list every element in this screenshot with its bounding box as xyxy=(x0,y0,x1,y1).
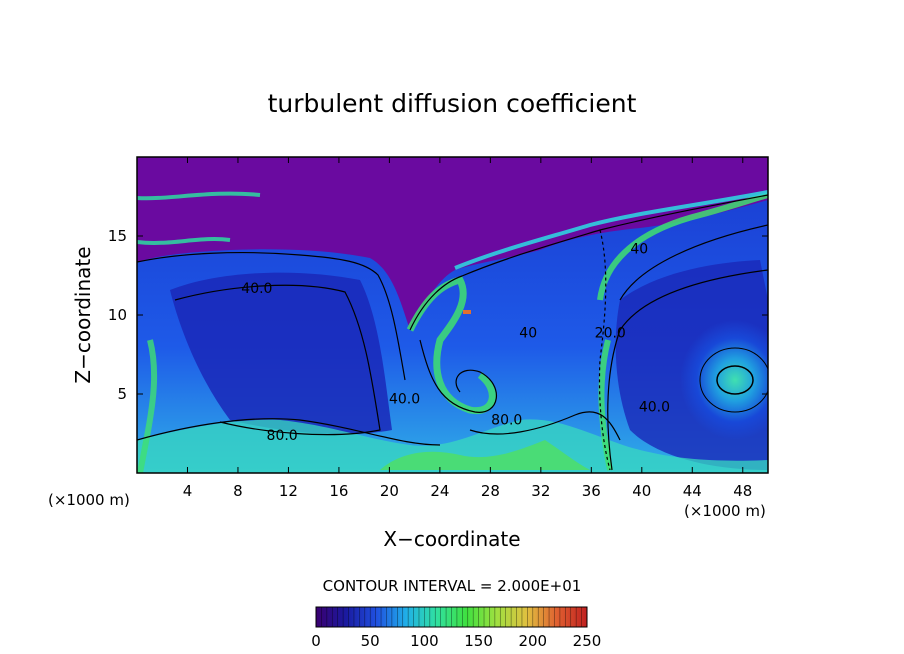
filament-top-right xyxy=(454,190,768,270)
filament-top-left xyxy=(137,191,261,245)
x-tick-label: 20 xyxy=(380,482,399,500)
colorbar-tick-label: 0 xyxy=(311,632,321,650)
colorbar-tick-label: 150 xyxy=(464,632,493,650)
filament-central xyxy=(406,275,496,415)
filament-right xyxy=(597,192,768,471)
right-eddy xyxy=(680,320,768,440)
upper-stable-layer xyxy=(137,157,768,330)
contour-label: 40 xyxy=(630,242,648,258)
x-tick-label: 36 xyxy=(582,482,601,500)
contour-label: 20.0 xyxy=(595,325,626,341)
colorbar-stripes xyxy=(315,607,588,627)
x-tick-label: 32 xyxy=(531,482,550,500)
chart-title: turbulent diffusion coefficient xyxy=(268,89,637,118)
y-axis-label: Z−coordinate xyxy=(71,246,95,383)
contour-label: 40.0 xyxy=(389,392,420,408)
colorbar: 0 50 100 150 200 250 xyxy=(311,606,601,650)
colorbar-tick-label: 50 xyxy=(361,632,380,650)
x-tick-label: 12 xyxy=(279,482,298,500)
y-tick-label: 15 xyxy=(108,227,127,245)
contour-lines xyxy=(137,194,768,471)
contour-labels: 40.0 40 40 80.0 80.0 40.0 20.0 40.0 xyxy=(241,242,670,444)
y-axis-ticks: 5 10 15 xyxy=(108,227,768,403)
heatmap-field xyxy=(137,157,768,473)
contour-label: 80.0 xyxy=(491,412,522,428)
contour-label: 80.0 xyxy=(267,428,298,444)
colorbar-tick-label: 200 xyxy=(518,632,547,650)
x-tick-label: 40 xyxy=(632,482,651,500)
contour-label: 40.0 xyxy=(639,400,670,416)
hotspot xyxy=(463,310,471,314)
colorbar-ticks: 0 50 100 150 200 250 xyxy=(311,632,601,650)
contour-label: 40 xyxy=(519,325,537,341)
x-tick-label: 48 xyxy=(733,482,752,500)
y-tick-label: 5 xyxy=(117,385,127,403)
x-units-left: (×1000 m) xyxy=(48,491,130,509)
colorbar-tick-label: 100 xyxy=(410,632,439,650)
x-tick-label: 16 xyxy=(329,482,348,500)
colorbar-frame xyxy=(315,606,588,628)
x-tick-label: 44 xyxy=(683,482,702,500)
contour-interval-label: CONTOUR INTERVAL = 2.000E+01 xyxy=(323,577,582,595)
x-tick-label: 24 xyxy=(430,482,449,500)
y-tick-label: 10 xyxy=(108,306,127,324)
right-eddy-core xyxy=(716,365,754,395)
x-tick-label: 28 xyxy=(481,482,500,500)
x-tick-label: 8 xyxy=(233,482,243,500)
x-tick-label: 4 xyxy=(183,482,193,500)
filament-left-edge xyxy=(137,339,158,473)
right-eddy-ring xyxy=(699,347,768,413)
x-axis-ticks: 4 8 12 16 20 24 28 32 36 40 44 48 xyxy=(183,157,752,500)
colorbar-tick-label: 250 xyxy=(573,632,602,650)
dark-blue-region-left xyxy=(170,272,392,435)
contour-label: 40.0 xyxy=(241,281,272,297)
x-units-right: (×1000 m) xyxy=(684,502,766,520)
x-axis-label: X−coordinate xyxy=(383,527,520,551)
lower-green-patches xyxy=(380,440,590,470)
